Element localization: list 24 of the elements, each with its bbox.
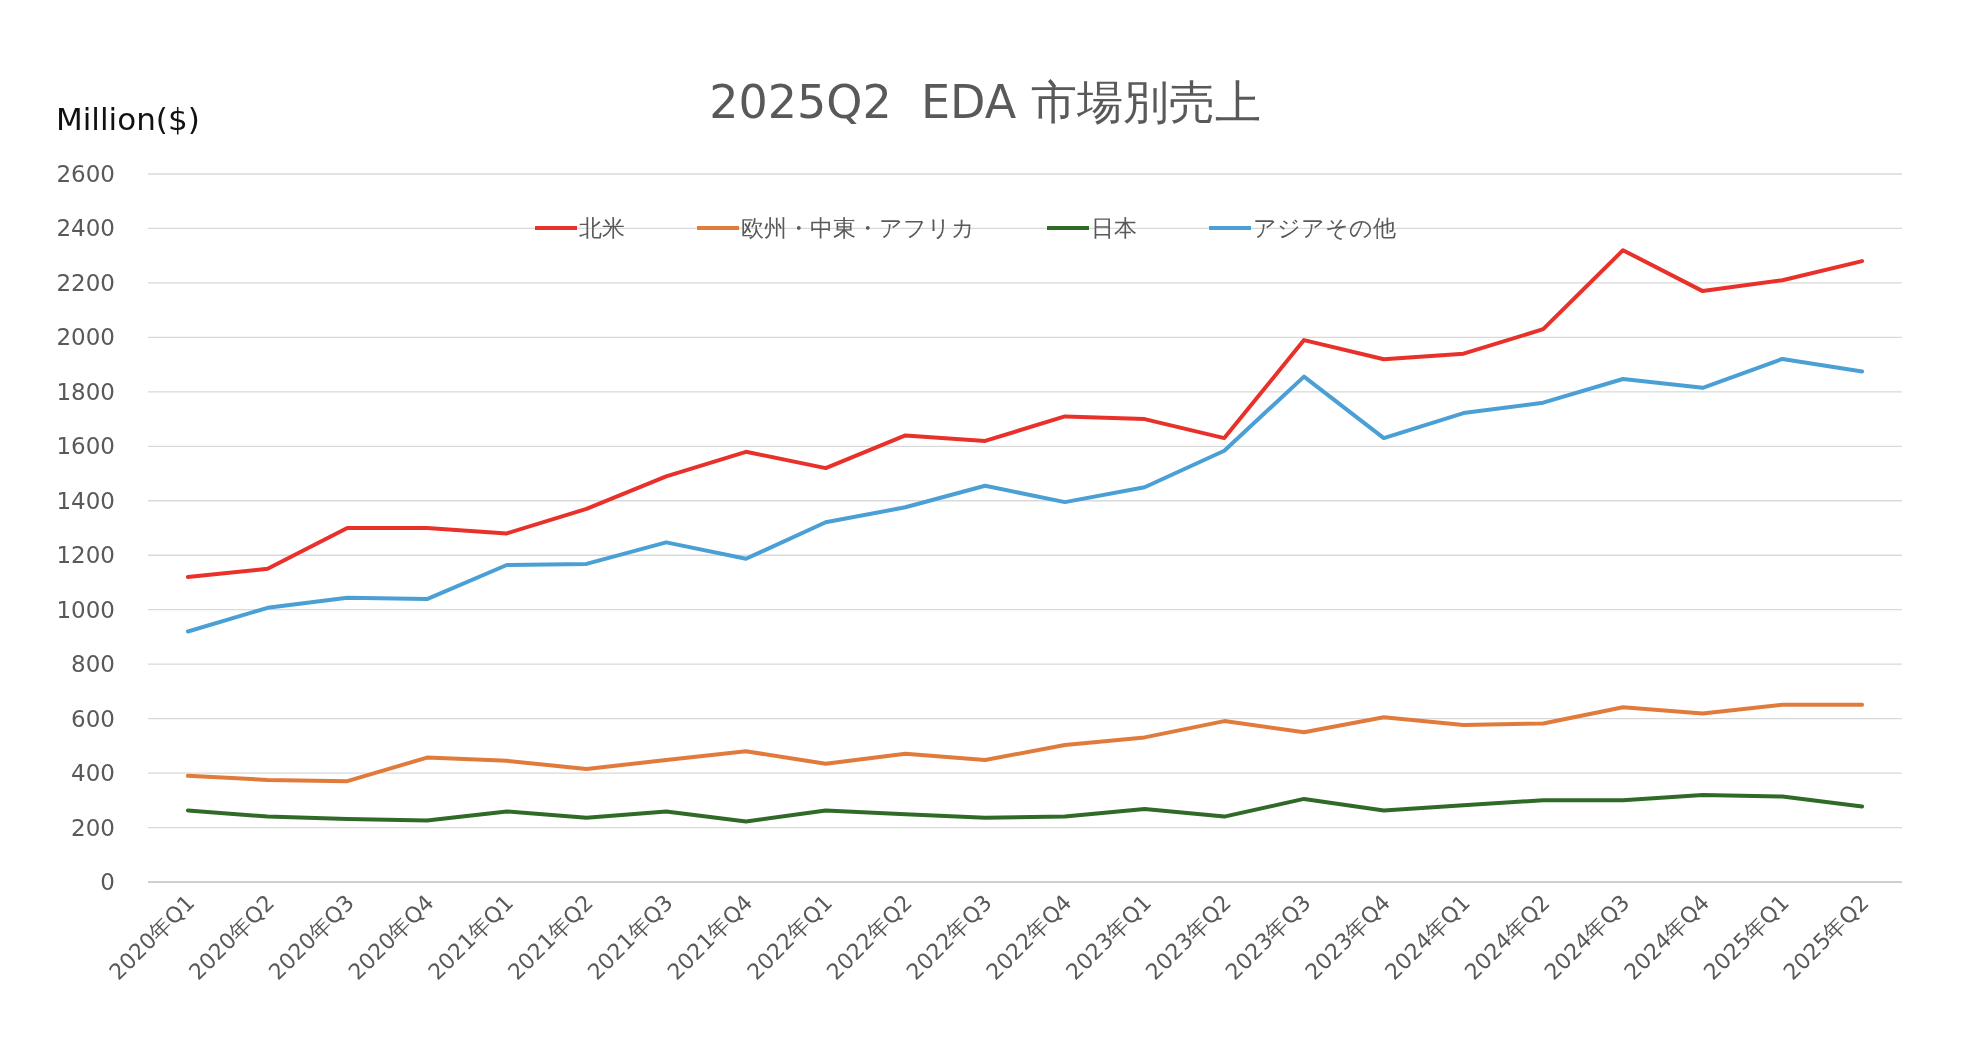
y-tick-label: 800 <box>71 651 115 678</box>
legend-label: アジアその他 <box>1253 215 1396 241</box>
y-tick-label: 1400 <box>56 487 115 514</box>
chart-title: 2025Q2 EDA 市場別売上 <box>709 75 1261 129</box>
legend-label: 欧州・中東・アフリカ <box>741 215 975 241</box>
line-series <box>185 793 1865 824</box>
line-series <box>185 702 1865 784</box>
line-series <box>185 356 1865 634</box>
y-tick-label: 0 <box>100 869 115 895</box>
y-tick-label: 1000 <box>56 596 115 623</box>
y-tick-label: 1800 <box>56 378 115 405</box>
y-tick-label: 2600 <box>56 161 115 187</box>
legend-label: 日本 <box>1091 215 1137 241</box>
y-axis-title: Million($) <box>56 101 200 137</box>
y-tick-label: 2200 <box>56 269 115 296</box>
y-tick-label: 400 <box>71 760 115 787</box>
y-tick-label: 2000 <box>56 324 115 351</box>
y-tick-label: 2400 <box>56 215 115 242</box>
y-tick-label: 600 <box>71 705 115 732</box>
y-tick-label: 1200 <box>56 542 115 569</box>
legend-label: 北米 <box>579 215 625 241</box>
y-tick-label: 200 <box>71 814 115 841</box>
line-series <box>185 248 1865 579</box>
y-tick-label: 1600 <box>56 433 115 460</box>
